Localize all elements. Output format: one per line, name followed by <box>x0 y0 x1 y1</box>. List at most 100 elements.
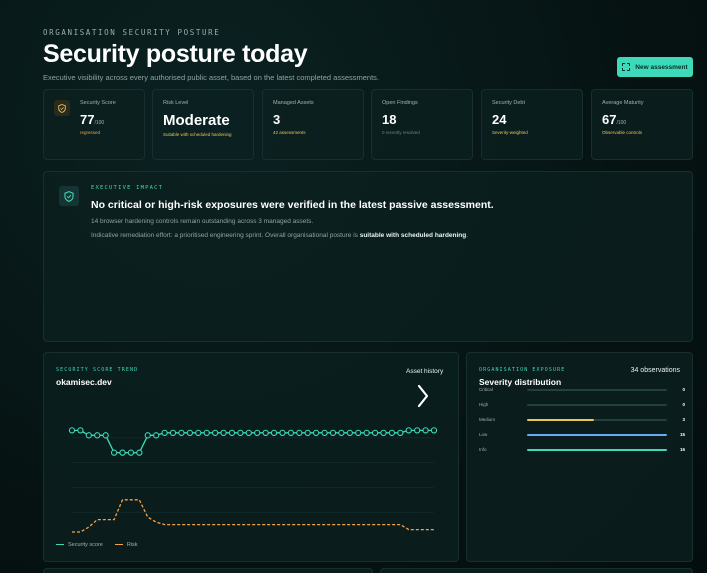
page-header: ORGANISATION SECURITY POSTURE Security p… <box>43 28 683 82</box>
stat-card-open-findings: Open Findings 18 0 recently resolved <box>371 89 473 160</box>
stat-label: Risk Level <box>163 100 189 106</box>
stat-value: 18 <box>382 112 397 127</box>
data-point[interactable] <box>279 429 286 436</box>
data-point[interactable] <box>405 427 412 434</box>
stat-note: 0 recently resolved <box>382 130 420 135</box>
data-point[interactable] <box>220 429 227 436</box>
stat-number: 67 <box>602 112 617 127</box>
data-point[interactable] <box>94 432 101 439</box>
data-point[interactable] <box>287 429 295 436</box>
series-line-risk <box>72 499 434 533</box>
severity-row-high: High 0 <box>479 402 685 410</box>
data-point[interactable] <box>422 427 429 434</box>
data-point[interactable] <box>329 429 337 436</box>
data-point[interactable] <box>388 429 396 436</box>
data-point[interactable] <box>262 429 269 436</box>
severity-label: Info <box>479 447 487 452</box>
severity-count: 3 <box>682 417 685 422</box>
exposure-title: Severity distribution <box>479 377 562 387</box>
stat-note: 42 assessments <box>273 130 306 135</box>
data-point[interactable] <box>211 429 219 436</box>
trend-asset-name: okamisec.dev <box>56 377 112 387</box>
shield-icon <box>54 100 70 116</box>
data-point[interactable] <box>296 429 303 436</box>
impact-headline: No critical or high-risk exposures were … <box>91 199 494 211</box>
data-point[interactable] <box>119 449 126 456</box>
data-point[interactable] <box>161 429 168 436</box>
stat-card-risk-level: Risk Level Moderate Suitable with schedu… <box>152 89 254 160</box>
data-point[interactable] <box>144 432 151 439</box>
impact-summary: 14 browser hardening controls remain out… <box>91 218 314 225</box>
chevron-right-icon[interactable] <box>415 383 431 409</box>
security-score-trend-panel: SECURITY SCORE TREND okamisec.dev Asset … <box>43 352 459 562</box>
data-point[interactable] <box>186 429 194 436</box>
page-subtitle: Executive visibility across every author… <box>43 73 379 82</box>
data-point[interactable] <box>321 429 328 436</box>
severity-bar-track <box>527 419 667 421</box>
severity-label: Low <box>479 432 488 437</box>
stat-value: Moderate <box>163 112 230 129</box>
stat-value: 77/100 <box>80 112 144 127</box>
data-point[interactable] <box>414 427 421 434</box>
legend-risk-label: Risk <box>126 542 138 548</box>
severity-bar-track <box>527 449 667 451</box>
data-point[interactable] <box>203 429 210 436</box>
impact-posture: suitable with scheduled hardening <box>359 232 467 239</box>
data-point[interactable] <box>85 432 92 439</box>
data-point[interactable] <box>228 429 236 436</box>
severity-count: 15 <box>679 432 685 437</box>
data-point[interactable] <box>178 429 185 436</box>
data-point[interactable] <box>136 449 143 456</box>
data-point[interactable] <box>346 429 353 436</box>
stat-label: Open Findings <box>382 100 418 106</box>
trend-chart <box>68 427 438 533</box>
severity-label: Critical <box>479 387 493 392</box>
data-point[interactable] <box>270 429 278 436</box>
page-eyebrow: ORGANISATION SECURITY POSTURE <box>43 28 221 37</box>
data-point[interactable] <box>304 429 311 436</box>
stat-label: Average Maturity <box>602 100 644 106</box>
data-point[interactable] <box>312 429 320 436</box>
scan-icon <box>622 63 631 71</box>
new-assessment-button[interactable]: New assessment <box>617 57 693 77</box>
data-point[interactable] <box>397 429 404 436</box>
severity-count: 0 <box>682 402 685 407</box>
impact-effort-end: . <box>466 232 469 239</box>
new-assessment-label: New assessment <box>635 63 688 71</box>
severity-bar-fill <box>527 449 667 451</box>
data-point[interactable] <box>363 429 370 436</box>
data-point[interactable] <box>77 427 84 434</box>
data-point[interactable] <box>338 429 345 436</box>
data-point[interactable] <box>245 429 252 436</box>
exposure-eyebrow: ORGANISATION EXPOSURE <box>479 367 566 373</box>
severity-label: Medium <box>479 417 496 422</box>
data-point[interactable] <box>380 429 387 436</box>
severity-bar-track <box>527 434 667 436</box>
data-point[interactable] <box>195 429 202 436</box>
data-point[interactable] <box>254 429 261 436</box>
data-point[interactable] <box>153 432 160 439</box>
stat-note: Observable controls <box>602 130 643 135</box>
stat-unit: /100 <box>616 120 627 126</box>
impact-eyebrow: EXECUTIVE IMPACT <box>91 185 164 191</box>
data-point[interactable] <box>430 427 438 434</box>
data-point[interactable] <box>169 429 177 436</box>
data-point[interactable] <box>110 449 118 456</box>
data-point[interactable] <box>371 429 379 436</box>
data-point[interactable] <box>102 432 109 439</box>
severity-row-critical: Critical 0 <box>479 387 685 395</box>
executive-impact-panel: EXECUTIVE IMPACT No critical or high-ris… <box>43 171 693 342</box>
stat-value: 24 <box>492 112 507 127</box>
data-point[interactable] <box>355 429 362 436</box>
data-point[interactable] <box>68 427 76 434</box>
asset-history-link[interactable]: Asset history <box>406 368 444 375</box>
stat-card-average-maturity: Average Maturity 67/100 Observable contr… <box>591 89 693 160</box>
data-point[interactable] <box>237 429 244 436</box>
organisation-exposure-panel: ORGANISATION EXPOSURE 34 observations Se… <box>466 352 693 562</box>
series-line-security-score <box>72 429 434 454</box>
stat-card-security-score: Security Score 77/100 regressed <box>43 89 145 160</box>
severity-bar-track <box>527 404 667 406</box>
severity-bar-fill <box>527 419 595 421</box>
stat-value: 67/100 <box>602 112 692 127</box>
data-point[interactable] <box>127 449 135 456</box>
